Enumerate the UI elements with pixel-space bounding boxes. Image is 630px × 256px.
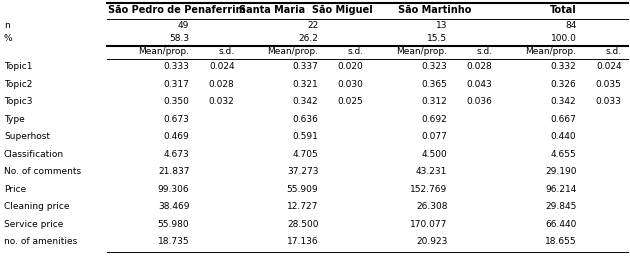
Text: 20.923: 20.923 [416,237,447,246]
Text: 0.591: 0.591 [292,132,318,141]
Text: Topic1: Topic1 [4,62,33,71]
Text: n: n [4,21,9,30]
Text: 0.036: 0.036 [467,97,493,106]
Text: Total: Total [550,5,577,15]
Text: 18.655: 18.655 [545,237,576,246]
Text: s.d.: s.d. [347,47,364,56]
Text: 4.673: 4.673 [164,150,190,159]
Text: 26.308: 26.308 [416,202,447,211]
Text: 13: 13 [436,21,447,30]
Text: 0.312: 0.312 [421,97,447,106]
Text: Type: Type [4,115,25,124]
Text: s.d.: s.d. [219,47,234,56]
Text: São Martinho: São Martinho [398,5,471,15]
Text: 0.033: 0.033 [596,97,622,106]
Text: s.d.: s.d. [605,47,622,56]
Text: 0.667: 0.667 [551,115,576,124]
Text: 29.845: 29.845 [545,202,576,211]
Text: Mean/prop.: Mean/prop. [396,47,447,56]
Text: 15.5: 15.5 [427,34,447,43]
Text: 58.3: 58.3 [169,34,190,43]
Text: 100.0: 100.0 [551,34,576,43]
Text: 96.214: 96.214 [545,185,576,194]
Text: Mean/prop.: Mean/prop. [525,47,576,56]
Text: 0.342: 0.342 [551,97,576,106]
Text: 170.077: 170.077 [410,220,447,229]
Text: 0.030: 0.030 [338,80,364,89]
Text: Superhost: Superhost [4,132,50,141]
Text: 0.326: 0.326 [551,80,576,89]
Text: s.d.: s.d. [476,47,493,56]
Text: 18.735: 18.735 [158,237,190,246]
Text: 0.365: 0.365 [421,80,447,89]
Text: 0.024: 0.024 [596,62,622,71]
Text: 0.317: 0.317 [164,80,190,89]
Text: 0.692: 0.692 [421,115,447,124]
Text: Topic3: Topic3 [4,97,33,106]
Text: 22: 22 [307,21,318,30]
Text: 0.020: 0.020 [338,62,364,71]
Text: São Pedro de Penaferrim: São Pedro de Penaferrim [108,5,245,15]
Text: Mean/prop.: Mean/prop. [139,47,190,56]
Text: 21.837: 21.837 [158,167,190,176]
Text: Cleaning price: Cleaning price [4,202,69,211]
Text: Topic2: Topic2 [4,80,32,89]
Text: 0.333: 0.333 [164,62,190,71]
Text: 28.500: 28.500 [287,220,318,229]
Text: No. of comments: No. of comments [4,167,81,176]
Text: 66.440: 66.440 [545,220,576,229]
Text: 0.342: 0.342 [293,97,318,106]
Text: 99.306: 99.306 [158,185,190,194]
Text: 0.337: 0.337 [292,62,318,71]
Text: 0.440: 0.440 [551,132,576,141]
Text: 29.190: 29.190 [545,167,576,176]
Text: Mean/prop.: Mean/prop. [267,47,318,56]
Text: 4.705: 4.705 [293,150,318,159]
Text: Price: Price [4,185,26,194]
Text: 152.769: 152.769 [410,185,447,194]
Text: Service price: Service price [4,220,64,229]
Text: 0.332: 0.332 [551,62,576,71]
Text: 4.655: 4.655 [551,150,576,159]
Text: 26.2: 26.2 [299,34,318,43]
Text: 55.909: 55.909 [287,185,318,194]
Text: 84: 84 [565,21,576,30]
Text: 0.350: 0.350 [164,97,190,106]
Text: 49: 49 [178,21,190,30]
Text: 12.727: 12.727 [287,202,318,211]
Text: Classification: Classification [4,150,64,159]
Text: 0.469: 0.469 [164,132,190,141]
Text: 0.043: 0.043 [467,80,493,89]
Text: 0.077: 0.077 [421,132,447,141]
Text: 55.980: 55.980 [158,220,190,229]
Text: 37.273: 37.273 [287,167,318,176]
Text: 0.032: 0.032 [209,97,234,106]
Text: 0.035: 0.035 [596,80,622,89]
Text: 0.028: 0.028 [467,62,493,71]
Text: 0.028: 0.028 [209,80,234,89]
Text: 0.321: 0.321 [293,80,318,89]
Text: 4.500: 4.500 [421,150,447,159]
Text: 0.323: 0.323 [421,62,447,71]
Text: Santa Maria  São Miguel: Santa Maria São Miguel [239,5,372,15]
Text: %: % [4,34,13,43]
Text: 38.469: 38.469 [158,202,190,211]
Text: 0.024: 0.024 [209,62,234,71]
Text: 43.231: 43.231 [416,167,447,176]
Text: 0.673: 0.673 [164,115,190,124]
Text: 0.025: 0.025 [338,97,364,106]
Text: 17.136: 17.136 [287,237,318,246]
Text: no. of amenities: no. of amenities [4,237,77,246]
Text: 0.636: 0.636 [292,115,318,124]
